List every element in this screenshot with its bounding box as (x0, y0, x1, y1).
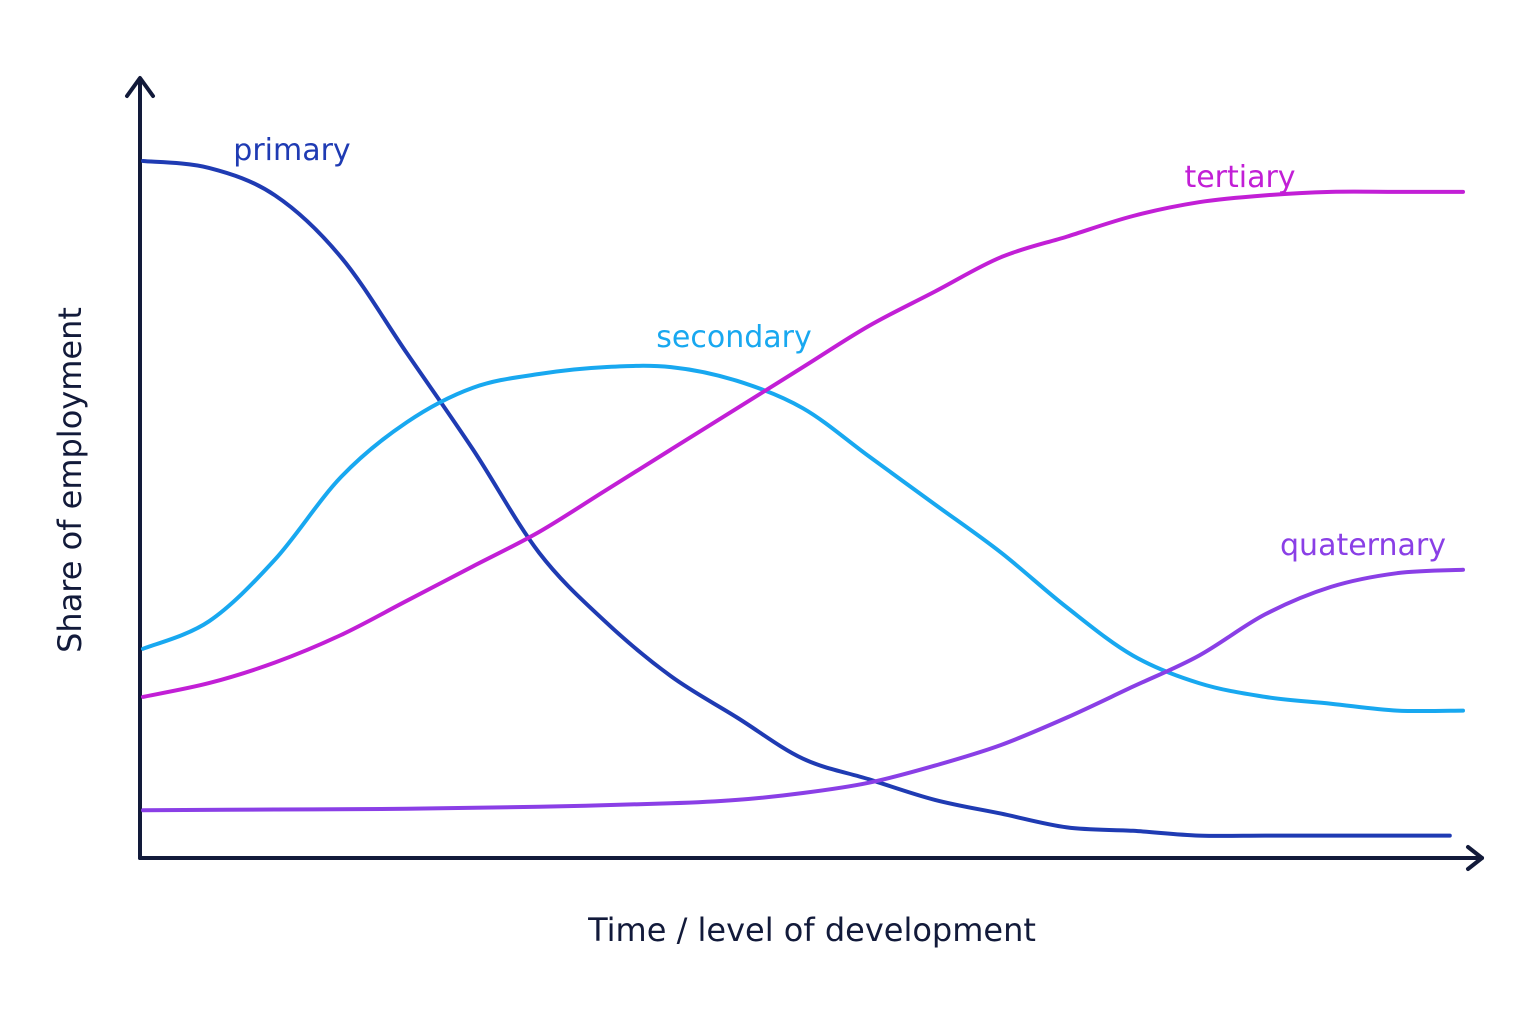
series-line-quaternary (141, 567, 1465, 813)
x-axis-label: Time / level of development (587, 911, 1036, 949)
series-labels: primary secondary tertiary quaternary (233, 133, 1446, 563)
series-label-quaternary: quaternary (1280, 528, 1446, 563)
y-axis-label: Share of employment (51, 307, 89, 653)
series-layer (141, 159, 1465, 838)
series-line-secondary (141, 363, 1465, 714)
series-line-primary (141, 159, 1452, 838)
x-axis-arrow (1466, 845, 1484, 871)
series-label-secondary: secondary (656, 320, 811, 355)
series-label-tertiary: tertiary (1184, 160, 1295, 195)
series-label-primary: primary (233, 133, 350, 168)
series-line-tertiary (141, 189, 1465, 699)
axes (125, 76, 1484, 871)
y-axis-arrow (125, 76, 155, 98)
